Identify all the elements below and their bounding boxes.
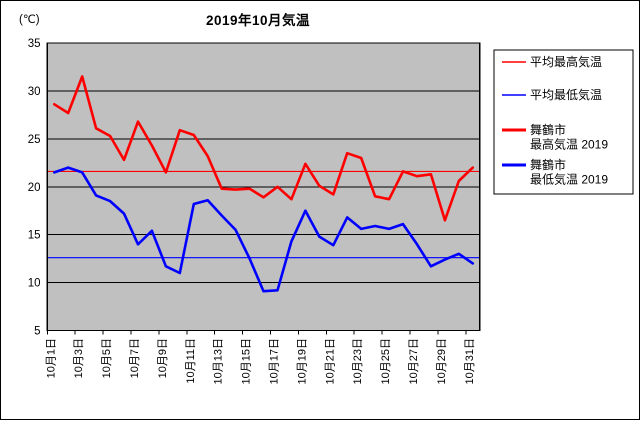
y-tick-label-30: 30	[28, 86, 41, 98]
y-tick-label-15: 15	[28, 230, 41, 242]
legend-label-舞鶴市 最低気温 2019: 舞鶴市	[530, 157, 566, 172]
series-line-舞鶴市 最高気温 2019	[52, 75, 475, 222]
x-tick-label: 10月9日	[157, 338, 169, 378]
y-axis-tick-labels: 35 30 25 20 15 10 5	[28, 38, 41, 338]
y-tick-label-5: 5	[34, 326, 40, 338]
x-tick-label: 10月21日	[324, 338, 336, 384]
y-tick-label-35: 35	[28, 38, 41, 50]
chart-title: 2019年10月気温	[206, 12, 310, 28]
x-tick-label: 10月29日	[436, 338, 448, 384]
y-axis-unit-label: (℃)	[19, 14, 40, 26]
x-tick-label: 10月15日	[241, 338, 253, 384]
x-tick-label: 10月25日	[380, 338, 392, 384]
x-tick-label: 10月13日	[213, 338, 225, 384]
x-tick-label: 10月1日	[45, 338, 57, 378]
series-line-舞鶴市 最低気温 2019	[52, 166, 475, 293]
x-tick-label: 10月11日	[185, 338, 197, 384]
x-axis-ticks-and-labels: 10月1日 10月3日 10月5日 10月7日 10月9日 10月11日 10月13日 10月…	[45, 330, 476, 384]
y-tick-label-20: 20	[28, 182, 41, 194]
y-tick-label-25: 25	[28, 134, 41, 146]
x-tick-label: 10月3日	[73, 338, 85, 378]
legend-label-舞鶴市 最高気温 2019: 舞鶴市	[530, 122, 566, 137]
x-tick-label: 10月17日	[268, 338, 280, 384]
legend-label-舞鶴市 最高気温 2019: 最高気温 2019	[530, 137, 608, 152]
x-tick-label: 10月23日	[352, 338, 364, 384]
legend-label-平均最低気温: 平均最低気温	[530, 87, 602, 102]
y-tick-label-10: 10	[28, 278, 41, 290]
legend-label-舞鶴市 最低気温 2019: 最低気温 2019	[530, 172, 608, 187]
gridlines	[47, 90, 480, 284]
legend-box	[493, 49, 634, 195]
plot-border-rect	[46, 42, 481, 332]
x-tick-label: 10月5日	[101, 338, 113, 378]
x-tick-label: 10月19日	[296, 338, 308, 384]
plot-border	[46, 42, 481, 332]
x-tick-label: 10月27日	[408, 338, 420, 384]
data-series	[47, 75, 480, 293]
x-tick-label: 10月7日	[129, 338, 141, 378]
x-tick-label: 10月31日	[464, 338, 476, 384]
legend-label-平均最高気温: 平均最高気温	[530, 54, 602, 69]
